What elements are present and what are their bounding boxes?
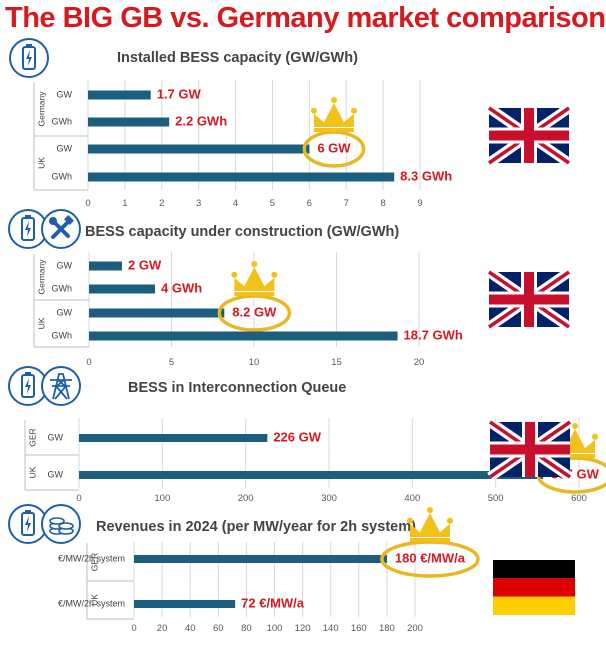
data-label: 6 GW xyxy=(317,140,351,155)
category-label: GW xyxy=(57,307,73,317)
category-label: GWh xyxy=(51,116,72,126)
group-label: Germany xyxy=(36,259,46,295)
data-label: 180 €/MW/a xyxy=(395,550,466,565)
x-tick-label: 0 xyxy=(85,198,90,209)
chart-4: 0 20 40 60 80 100 120 140 160 180 200GERUK€/MW/2h … xyxy=(58,540,480,634)
data-label: 8.2 GW xyxy=(232,304,277,319)
data-label: 4 GWh xyxy=(161,280,202,295)
x-tick-label: 140 xyxy=(323,623,339,634)
bar xyxy=(89,308,225,318)
crown-icon xyxy=(231,261,278,296)
x-tick-label: 3 xyxy=(196,198,201,209)
category-label: GW xyxy=(57,143,73,153)
x-tick-label: 5 xyxy=(169,357,174,368)
uk-flag-icon xyxy=(487,417,573,482)
group-label: UK xyxy=(89,594,99,606)
transmission-tower-icon xyxy=(41,366,81,406)
x-tick-label: 160 xyxy=(351,623,367,634)
chart-title-revenues: Revenues in 2024 (per MW/year for 2h sys… xyxy=(96,519,416,535)
chart-1: 0 1 2 3 4 5 6 7 8 9 Germany UK GW 1.7 GW GWh 2.2 GWh GW 6… xyxy=(33,80,452,209)
uk-flag-icon xyxy=(486,103,572,168)
x-tick-label: 100 xyxy=(154,493,170,504)
x-tick-label: 200 xyxy=(238,493,254,504)
bar xyxy=(88,117,170,127)
category-label: €/MW/2h system xyxy=(58,598,125,608)
category-label: GW xyxy=(57,89,73,99)
x-tick-label: 40 xyxy=(185,623,196,634)
x-tick-label: 300 xyxy=(321,493,337,504)
bar xyxy=(88,144,310,154)
chart-title-construction: BESS capacity under construction (GW/GWh… xyxy=(85,224,400,240)
data-label: 226 GW xyxy=(273,429,321,444)
x-tick-label: 400 xyxy=(404,493,420,504)
x-tick-label: 10 xyxy=(249,357,260,368)
x-tick-label: 60 xyxy=(213,623,224,634)
crown-icon xyxy=(310,97,357,132)
x-tick-label: 15 xyxy=(331,357,342,368)
chart-2: 0 5 10 15 20 Germany UK GW 2 GW GWh 4 GWh GW 8.2 GW G… xyxy=(33,252,463,368)
x-tick-label: 4 xyxy=(233,198,238,209)
group-label: UK xyxy=(36,317,46,329)
x-tick-label: 9 xyxy=(417,198,422,209)
bar xyxy=(79,434,268,442)
group-label: Germany xyxy=(36,91,46,127)
bar xyxy=(88,172,395,182)
data-label: 8.3 GWh xyxy=(400,168,452,183)
x-tick-label: 2 xyxy=(159,198,164,209)
crown-icon xyxy=(406,507,453,542)
x-tick-label: 20 xyxy=(157,623,168,634)
uk-flag-icon xyxy=(486,267,572,332)
group-label: GER xyxy=(27,428,37,446)
category-label: GW xyxy=(57,260,73,270)
x-tick-label: 20 xyxy=(414,357,425,368)
bar xyxy=(89,284,155,294)
bar xyxy=(79,471,544,479)
chart-title-installed: Installed BESS capacity (GW/GWh) xyxy=(117,50,358,66)
category-label: GWh xyxy=(51,171,72,181)
category-label: GWh xyxy=(51,283,72,293)
x-tick-label: 200 xyxy=(407,623,423,634)
category-label: GWh xyxy=(51,330,72,340)
bar xyxy=(134,600,236,608)
germany-flag-icon xyxy=(493,560,575,615)
x-tick-label: 5 xyxy=(270,198,275,209)
page-title: The BIG GB vs. Germany market comparison xyxy=(5,2,606,34)
x-tick-label: 180 xyxy=(379,623,395,634)
group-label: GER xyxy=(89,553,99,571)
x-tick-label: 80 xyxy=(241,623,252,634)
data-label: 18.7 GWh xyxy=(404,327,463,342)
battery-icon xyxy=(9,38,49,78)
data-label: 1.7 GW xyxy=(157,86,202,101)
data-label: 2 GW xyxy=(128,257,162,272)
x-tick-label: 120 xyxy=(295,623,311,634)
x-tick-label: 100 xyxy=(267,623,283,634)
group-label: UK xyxy=(27,466,37,478)
group-label: UK xyxy=(36,157,46,169)
bar xyxy=(89,331,398,341)
bar xyxy=(134,555,387,563)
tools-icon xyxy=(41,209,81,249)
x-tick-label: 1 xyxy=(122,198,127,209)
data-label: 72 €/MW/a xyxy=(241,595,305,610)
x-tick-label: 0 xyxy=(131,623,136,634)
x-tick-label: 600 xyxy=(571,493,587,504)
category-label: GW xyxy=(48,469,64,479)
x-tick-label: 500 xyxy=(488,493,504,504)
category-label: €/MW/2h system xyxy=(58,553,125,563)
x-tick-label: 0 xyxy=(76,493,81,504)
x-tick-label: 6 xyxy=(307,198,312,209)
x-tick-label: 8 xyxy=(380,198,385,209)
coins-icon xyxy=(41,504,81,544)
bar xyxy=(88,90,151,100)
data-label: 2.2 GWh xyxy=(175,113,227,128)
chart-title-queue: BESS in Interconnection Queue xyxy=(128,380,347,396)
x-tick-label: 0 xyxy=(86,357,91,368)
x-tick-label: 7 xyxy=(344,198,349,209)
bar xyxy=(89,261,122,271)
category-label: GW xyxy=(48,432,64,442)
